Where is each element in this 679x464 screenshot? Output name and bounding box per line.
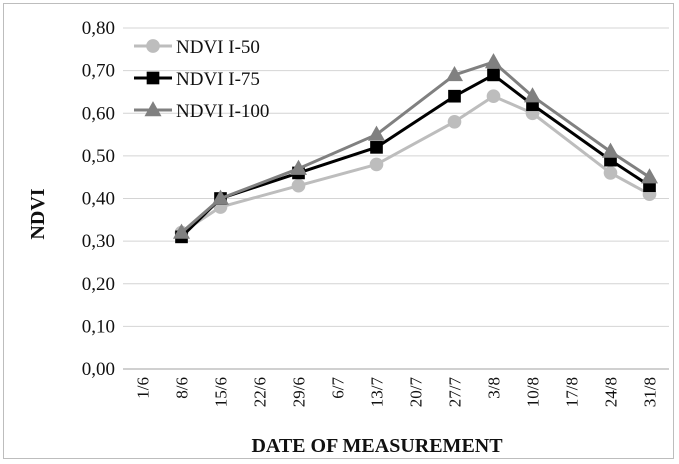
- legend-item: NDVI I-75: [134, 69, 260, 90]
- legend-item: NDVI I-50: [134, 37, 260, 58]
- data-point: [211, 189, 230, 205]
- x-tick-label: 15/6: [212, 377, 231, 407]
- data-point: [523, 87, 542, 103]
- x-tick-label: 3/8: [485, 377, 504, 399]
- data-point: [172, 223, 191, 239]
- y-tick-label: 0,00: [82, 359, 115, 380]
- data-point: [289, 159, 308, 175]
- x-tick-label: 13/7: [368, 377, 387, 408]
- gridlines: [123, 27, 669, 370]
- data-point: [603, 166, 618, 180]
- y-tick-label: 0,20: [82, 274, 115, 295]
- series-2: [172, 53, 659, 239]
- data-point: [144, 101, 162, 117]
- data-point: [447, 114, 462, 129]
- x-tick-label: 10/8: [524, 377, 543, 407]
- x-tick-label: 6/7: [329, 377, 348, 399]
- legend: NDVI I-50 NDVI I-75 NDVI I-100: [134, 37, 269, 122]
- y-tick-label: 0,80: [82, 18, 115, 39]
- x-tick-label: 31/8: [641, 377, 660, 407]
- y-tick-label: 0,30: [82, 231, 115, 252]
- x-tick-label: 24/8: [602, 377, 621, 407]
- chart-frame: [3, 3, 674, 459]
- legend-label: NDVI I-75: [176, 69, 260, 90]
- data-point: [487, 68, 500, 82]
- y-axis-ticks: 0,00 0,10 0,20 0,30 0,40 0,50 0,60 0,70 0,80: [82, 18, 115, 380]
- data-point: [291, 178, 306, 193]
- data-point: [486, 89, 501, 104]
- legend-item: NDVI I-100: [134, 101, 269, 122]
- x-tick-label: 27/7: [446, 377, 465, 408]
- x-axis-ticks: 1/6 8/6 15/6 22/6 29/6 6/7 13/7 20/7 27/7 3/8 10/8…: [134, 377, 660, 408]
- x-tick-label: 20/7: [407, 377, 426, 408]
- x-tick-label: 1/6: [134, 377, 153, 399]
- data-point: [640, 168, 659, 184]
- data-point: [369, 157, 384, 172]
- y-tick-label: 0,10: [82, 316, 115, 337]
- data-point: [601, 142, 620, 158]
- legend-label: NDVI I-100: [176, 101, 269, 122]
- data-point: [367, 125, 386, 141]
- y-tick-label: 0,70: [82, 61, 115, 82]
- y-tick-label: 0,60: [82, 103, 115, 124]
- data-point: [448, 89, 461, 103]
- data-point: [370, 141, 383, 154]
- x-tick-label: 8/6: [173, 377, 192, 399]
- x-axis-title: DATE OF MEASUREMENT: [251, 435, 503, 457]
- x-tick-label: 29/6: [290, 377, 309, 407]
- data-point: [445, 65, 464, 82]
- y-tick-label: 0,50: [82, 146, 115, 167]
- x-tick-label: 17/8: [563, 377, 582, 407]
- data-point: [146, 39, 160, 53]
- legend-label: NDVI I-50: [176, 37, 260, 58]
- data-point: [484, 53, 503, 69]
- series-group: [172, 53, 659, 244]
- series-0: [174, 89, 657, 240]
- x-tick-label: 22/6: [251, 377, 270, 407]
- y-tick-label: 0,40: [82, 189, 115, 210]
- data-point: [146, 71, 160, 85]
- y-axis-title: NDVI: [27, 188, 49, 239]
